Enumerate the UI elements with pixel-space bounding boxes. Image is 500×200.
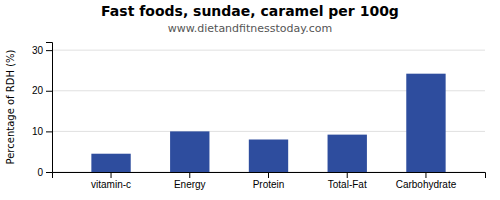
x-tick: Energy <box>174 172 206 190</box>
y-tick-label: 30 <box>32 45 44 56</box>
y-tick-label: 0 <box>37 167 43 178</box>
bar <box>91 154 130 172</box>
chart: Fast foods, sundae, caramel per 100g www.… <box>0 0 500 200</box>
bars <box>91 74 445 172</box>
x-tick-mark <box>111 172 112 178</box>
y-tick-label: 10 <box>32 126 44 137</box>
y-tick-mark <box>46 91 52 92</box>
x-tick-label: Total-Fat <box>328 179 367 190</box>
grid-line <box>52 50 485 51</box>
x-tick-mark <box>268 172 269 178</box>
x-tick-mark <box>189 172 190 178</box>
x-tick: vitamin-c <box>91 172 131 190</box>
x-tick-label: vitamin-c <box>91 179 131 190</box>
y-tick: 20 <box>32 85 52 96</box>
y-tick: 30 <box>32 45 52 56</box>
x-tick: Protein <box>253 172 285 190</box>
x-tick-mark <box>347 172 348 178</box>
y-axis-title: Percentage of RDH (%) <box>5 49 16 164</box>
y-tick: 0 <box>37 167 52 178</box>
plot: vitamin-c Energy Protein Total-Fat Carbohydr… <box>32 43 486 191</box>
y-tick: 10 <box>32 126 52 137</box>
x-axis-line <box>53 173 486 179</box>
x-tick-label: Energy <box>174 179 206 190</box>
bar <box>328 135 367 172</box>
y-tick-label: 20 <box>32 85 44 96</box>
y-axis: 0 10 20 30 <box>32 43 53 178</box>
x-tick-label: Protein <box>253 179 285 190</box>
x-tick-mark <box>425 172 426 178</box>
x-tick: Carbohydrate <box>396 172 457 190</box>
y-tick-mark <box>46 131 52 132</box>
bar <box>249 140 288 173</box>
y-tick-mark <box>46 172 52 173</box>
x-tick: Total-Fat <box>328 172 367 190</box>
bar <box>406 74 445 172</box>
grid <box>52 50 485 172</box>
bar <box>170 131 209 172</box>
y-axis-line <box>46 43 53 173</box>
subtitle: www.dietandfitnesstoday.com <box>168 22 332 35</box>
title: Fast foods, sundae, caramel per 100g <box>101 3 399 19</box>
y-tick-mark <box>46 50 52 51</box>
x-axis: vitamin-c Energy Protein Total-Fat Carbohydr… <box>53 172 486 190</box>
x-tick-label: Carbohydrate <box>396 179 457 190</box>
